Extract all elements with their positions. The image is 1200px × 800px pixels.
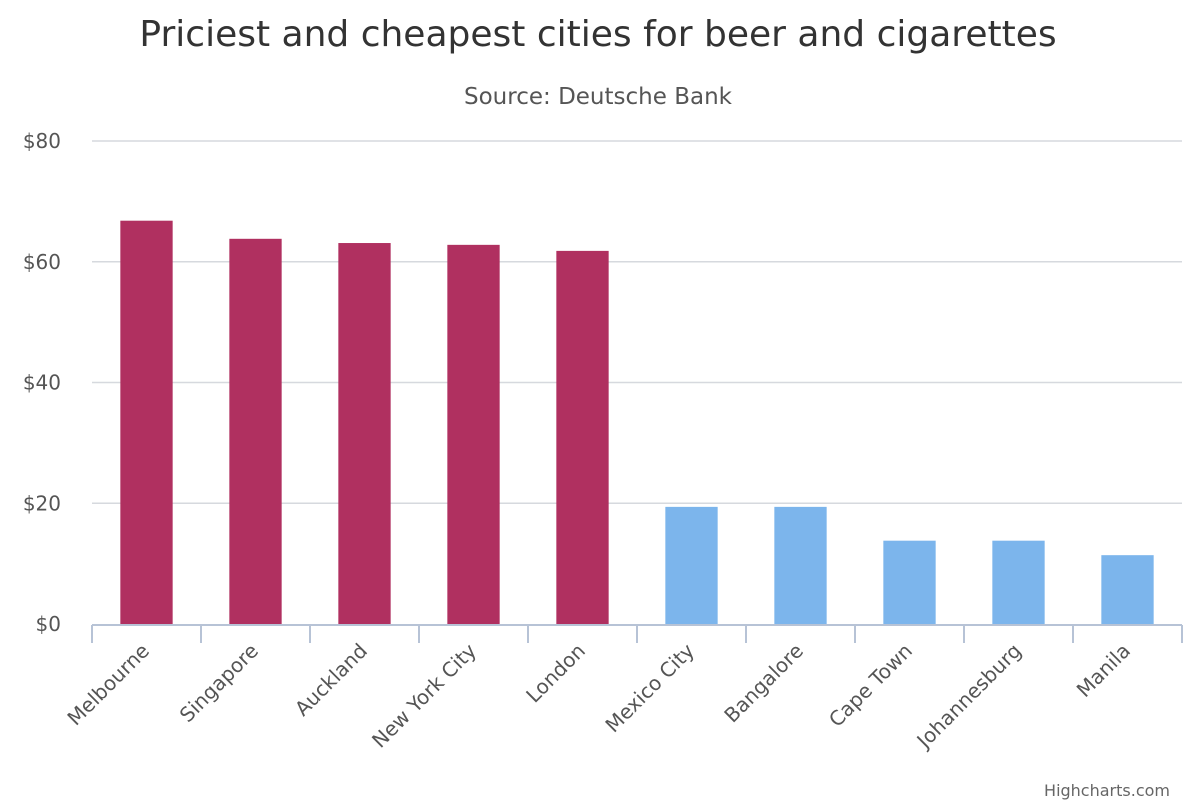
x-tick-label: New York City — [367, 638, 481, 752]
x-tick-label: Melbourne — [62, 639, 154, 731]
bar-mexico-city[interactable] — [665, 506, 718, 624]
credits-link[interactable]: Highcharts.com — [1044, 781, 1170, 800]
bar-auckland[interactable] — [338, 243, 391, 624]
y-tick-label: $40 — [23, 371, 61, 395]
y-axis-labels: $0 $20 $40 $60 $80 — [23, 129, 61, 636]
bar-new-york-city[interactable] — [447, 244, 500, 624]
y-tick-label: $0 — [36, 612, 61, 636]
x-tick-label: London — [521, 639, 590, 708]
x-tick-label: Singapore — [175, 639, 263, 727]
x-tick-label: Manila — [1072, 639, 1135, 702]
bar-johannesburg[interactable] — [992, 540, 1045, 624]
y-tick-label: $20 — [23, 491, 61, 515]
x-tick-label: Mexico City — [600, 638, 699, 737]
chart-subtitle: Source: Deutsche Bank — [464, 84, 733, 110]
bar-melbourne[interactable] — [120, 220, 173, 624]
bar-cape-town[interactable] — [883, 540, 936, 624]
bar-manila[interactable] — [1101, 555, 1154, 624]
bar-london[interactable] — [556, 250, 609, 624]
bars — [120, 220, 1154, 624]
x-tick-label: Bangalore — [719, 639, 808, 728]
x-tick-label: Johannesburg — [911, 639, 1026, 754]
bar-singapore[interactable] — [229, 238, 282, 624]
x-tick-label: Auckland — [290, 639, 372, 721]
y-tick-label: $60 — [23, 250, 61, 274]
chart-title: Priciest and cheapest cities for beer an… — [139, 14, 1056, 55]
bar-bangalore[interactable] — [774, 506, 827, 624]
x-tick-label: Cape Town — [824, 639, 917, 732]
y-tick-label: $80 — [23, 129, 61, 153]
x-axis-ticks — [91, 625, 1183, 643]
